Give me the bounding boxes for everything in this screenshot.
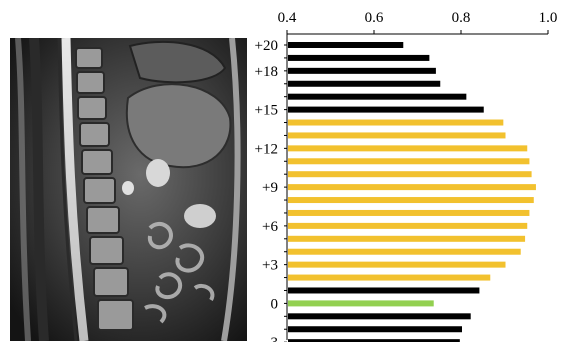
- bar-plus-1: [288, 287, 479, 293]
- y-tick-label: +18: [255, 64, 278, 80]
- bar-plus-10: [288, 171, 532, 177]
- y-tick-label: 0: [271, 296, 279, 312]
- bar-plus-7: [288, 210, 529, 216]
- bar-plus-15: [288, 107, 484, 113]
- bar-minus-1: [288, 313, 471, 319]
- bar-plus-3: [288, 262, 506, 268]
- bar-plus-9: [288, 184, 536, 190]
- bar-plus-5: [288, 236, 525, 242]
- bar-plus-11: [288, 158, 529, 164]
- bar-plus-12: [288, 145, 527, 151]
- bar-plus-20: [288, 42, 403, 48]
- bar-plus-4: [288, 249, 521, 255]
- y-tick-label: +3: [262, 258, 278, 274]
- x-axis-ticks: [287, 30, 548, 34]
- y-tick-label: +20: [255, 38, 278, 54]
- bars: [288, 42, 536, 342]
- y-axis-tick-labels: +20 +18 +15 +12 +9 +6 +3 0 -3: [255, 38, 279, 342]
- x-tick-label: 1.0: [539, 10, 558, 26]
- y-tick-label: +12: [255, 141, 278, 157]
- x-axis-tick-labels: 0.4 0.6 0.8 1.0: [278, 10, 558, 26]
- bar-plus-19: [288, 55, 429, 61]
- y-tick-label: +6: [262, 219, 278, 235]
- bar-chart: 0.4 0.6 0.8 1.0 +20 +18 +15 +12 +9 +6 +3 0 -3: [250, 0, 565, 342]
- bar-plus-14: [288, 120, 503, 126]
- x-tick-label: 0.8: [452, 10, 471, 26]
- x-tick-label: 0.4: [278, 10, 297, 26]
- y-tick-label: -3: [266, 335, 279, 342]
- x-tick-label: 0.6: [365, 10, 384, 26]
- bar-minus-2: [288, 326, 462, 332]
- mri-sagittal-spine-image: [10, 38, 247, 341]
- bar-plus-16: [288, 94, 466, 100]
- bar-plus-2: [288, 275, 490, 281]
- y-tick-label: +15: [255, 103, 278, 119]
- bar-plus-13: [288, 132, 506, 138]
- bar-plus-6: [288, 223, 527, 229]
- bar-plus-8: [288, 197, 534, 203]
- bar-plus-18: [288, 68, 436, 74]
- bar-plus-17: [288, 81, 440, 87]
- y-tick-label: +9: [262, 180, 278, 196]
- bar-0: [288, 300, 434, 306]
